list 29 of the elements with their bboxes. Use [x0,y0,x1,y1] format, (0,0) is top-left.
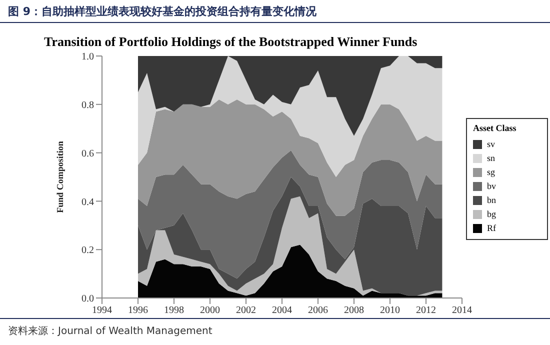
x-tick-label: 1998 [164,305,184,316]
legend-label: bv [487,181,496,191]
y-tick-label: 0.4 [82,196,94,208]
legend-title: Asset Class [473,123,518,133]
legend-label: sn [487,153,496,163]
text: 资料来源：Journal of Wealth Management [8,324,212,338]
x-tick-label: 1994 [92,305,112,316]
y-tick-label: 0.8 [82,100,94,111]
legend-label: bn [487,195,496,205]
x-tick-label: 2004 [272,305,292,316]
legend-label: bg [487,209,496,219]
x-tick-label: 2008 [344,305,364,316]
x-tick-label: 2006 [308,305,328,316]
y-axis-title: Fund Composition [55,141,66,213]
chart-subtitle: Transition of Portfolio Holdings of the Bootstrapped Winner Funds [44,34,418,50]
legend-label: sg [487,167,496,177]
x-tick-label: 2012 [416,305,436,316]
x-tick-label: 1996 [128,305,148,316]
x-tick-label: 2014 [452,305,472,316]
x-tick-label: 2010 [380,305,400,316]
y-tick-label: 1.0 [82,52,94,63]
y-tick-label: 0.6 [82,148,94,160]
y-tick-label: 0.0 [82,294,94,305]
legend-label: sv [487,139,496,149]
x-tick-label: 2002 [236,305,256,316]
y-tick-label: 0.2 [82,245,94,256]
x-tick-label: 2000 [200,305,220,316]
legend-label: Rf [487,223,496,233]
chart-title: 图 9：自助抽样型业绩表现较好基金的投资组合持有量变化情况 [8,4,316,19]
